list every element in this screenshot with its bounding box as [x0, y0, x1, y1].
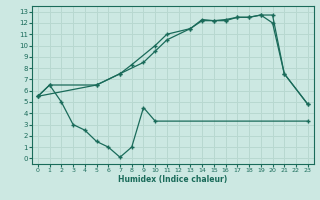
X-axis label: Humidex (Indice chaleur): Humidex (Indice chaleur) [118, 175, 228, 184]
